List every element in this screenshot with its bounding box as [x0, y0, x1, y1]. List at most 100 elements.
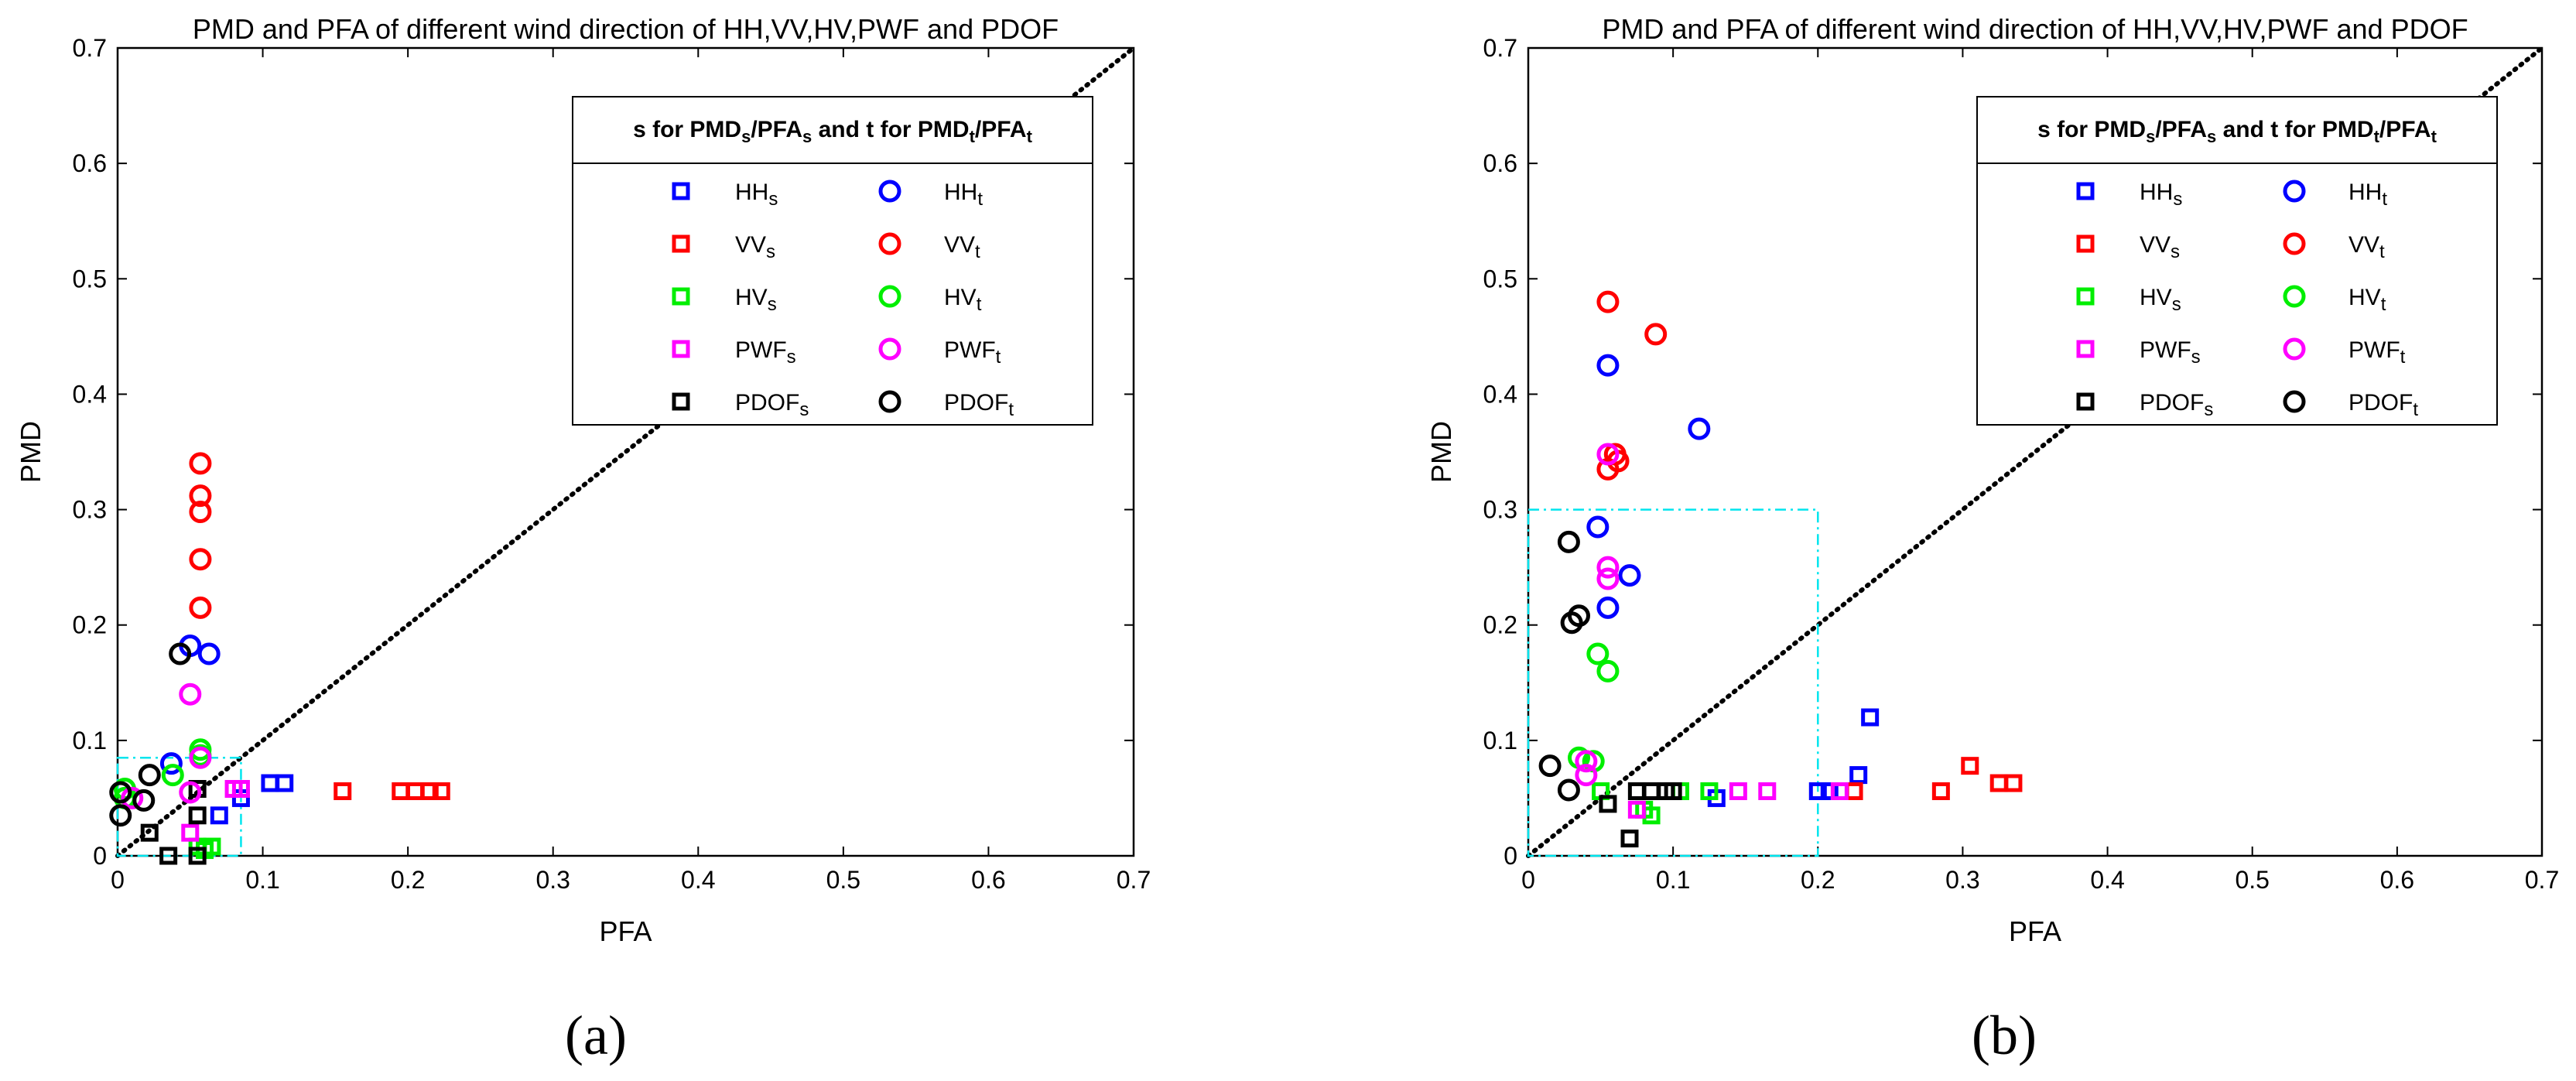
legend-label-name: HV	[735, 285, 768, 310]
x-tick-label: 0.3	[1945, 866, 1979, 894]
legend-label-subscript: t	[1008, 399, 1014, 420]
data-point-circle	[197, 642, 221, 665]
legend-label-subscript: t	[2413, 399, 2418, 420]
series-vv-t	[1596, 290, 1668, 481]
legend-label: HVt	[944, 285, 982, 315]
legend-label-subscript: t	[975, 241, 980, 262]
legend-title-subscript: s	[2146, 127, 2155, 146]
x-tick-label: 0.7	[2525, 866, 2559, 894]
legend-marker-square	[2076, 287, 2095, 306]
data-point-square	[1849, 766, 1868, 785]
chart-title: PMD and PFA of different wind direction …	[1602, 13, 2468, 45]
legend-title-part: /PFA	[2379, 117, 2431, 142]
legend-label-subscript: s	[799, 399, 809, 420]
legend-label-subscript: s	[2191, 347, 2201, 368]
x-axis-label: PFA	[599, 915, 652, 947]
data-point-circle	[189, 596, 212, 619]
series-vv-s	[1845, 757, 2023, 800]
series-pwf-s	[181, 779, 250, 842]
series-hh-t	[1586, 354, 1711, 619]
x-tick-label: 0	[1521, 866, 1535, 894]
legend-label-name: VV	[2349, 232, 2379, 258]
x-tick-label: 0.5	[826, 866, 860, 894]
legend-label-subscript: t	[977, 294, 982, 315]
legend-entry-pdof-s: PDOFs	[672, 390, 809, 420]
data-point-circle	[109, 781, 132, 804]
legend-title-part: s for PMD	[2037, 117, 2146, 142]
legend-label-name: PWF	[2140, 337, 2191, 363]
legend-label-subscript: t	[977, 189, 983, 210]
legend-label: PWFs	[2140, 337, 2201, 368]
legend-label: PDOFs	[735, 390, 809, 420]
legend-marker-circle	[2283, 232, 2306, 255]
legend-label: HHt	[944, 180, 983, 210]
data-point-circle	[1575, 750, 1598, 773]
y-tick-label: 0.4	[73, 380, 107, 408]
legend-title-subscript: t	[2431, 127, 2437, 146]
legend-label-name: HH	[2140, 180, 2173, 205]
chart-title: PMD and PFA of different wind direction …	[193, 13, 1059, 45]
zoom-highlight-box	[1527, 508, 1819, 857]
data-point-circle	[1575, 764, 1598, 787]
legend-marker-square	[672, 392, 690, 411]
data-point-square	[140, 823, 159, 842]
legend-marker-circle	[2283, 390, 2306, 413]
data-point-square	[1664, 782, 1682, 800]
y-tick-label: 0.5	[1483, 265, 1517, 292]
legend-title-subscript: t	[970, 127, 976, 146]
legend-entry-hv-t: HVt	[2283, 285, 2386, 315]
y-tick-label: 0.7	[73, 34, 107, 62]
data-point-square	[1961, 757, 1979, 775]
data-point-circle	[189, 746, 212, 769]
legend-marker-circle	[2283, 337, 2306, 361]
legend-label-subscript: s	[2172, 294, 2181, 315]
legend-label-subscript: t	[2382, 189, 2387, 210]
y-tick-label: 0	[1504, 842, 1517, 870]
y-tick-label: 0	[93, 842, 107, 870]
data-point-circle	[1596, 457, 1620, 481]
series-vv-s	[334, 782, 450, 800]
legend-entry-hh-s: HHs	[2076, 180, 2182, 210]
legend-label-subscript: s	[768, 294, 777, 315]
legend-entry-hv-s: HVs	[2076, 285, 2181, 315]
legend-entry-pwf-t: PWFt	[878, 337, 1001, 368]
data-point-circle	[1586, 515, 1610, 539]
legend-entry-vv-s: VVs	[672, 232, 775, 262]
data-point-circle	[1557, 530, 1580, 553]
data-point-square	[203, 837, 221, 856]
legend-label-subscript: s	[787, 347, 796, 368]
data-point-square	[1830, 782, 1849, 800]
legend-label-subscript: s	[766, 241, 775, 262]
legend-label-name: VV	[735, 232, 766, 258]
legend-marker-circle	[878, 180, 901, 203]
y-tick-label: 0.1	[1483, 727, 1517, 754]
legend-label-name: HV	[2349, 285, 2381, 310]
data-point-circle	[121, 786, 144, 809]
data-point-circle	[161, 764, 184, 787]
data-point-circle	[1596, 443, 1620, 466]
chart-panel-b: PMD and PFA of different wind direction …	[1425, 13, 2559, 947]
legend-title-part: /PFA	[751, 117, 802, 142]
x-tick-label: 0.6	[971, 866, 1005, 894]
legend-entry-hh-t: HHt	[2283, 180, 2387, 210]
series-pwf-s	[1627, 782, 1849, 819]
legend: s for PMDs/PFAs and t for PMDt/PFAtHHsVV…	[1976, 96, 2498, 426]
y-axis-label: PMD	[15, 421, 46, 483]
data-point-square	[159, 847, 178, 865]
legend-marker-circle	[2283, 285, 2306, 308]
series-pdof-s	[1599, 782, 1682, 848]
legend-entry-hh-t: HHt	[878, 180, 983, 210]
legend-label-name: PDOF	[735, 390, 799, 416]
series-pdof-t	[109, 642, 192, 827]
legend-title-part: s for PMD	[633, 117, 741, 142]
data-point-square	[188, 806, 207, 825]
data-point-square	[1620, 830, 1639, 848]
x-tick-label: 0.1	[245, 866, 279, 894]
legend-label-name: PDOF	[2140, 390, 2204, 416]
legend-label: PDOFt	[944, 390, 1014, 420]
data-point-circle	[1568, 604, 1590, 628]
data-point-circle	[1596, 596, 1620, 619]
chart-panel-a: PMD and PFA of different wind direction …	[15, 13, 1151, 947]
legend-label: HHt	[2349, 180, 2387, 210]
